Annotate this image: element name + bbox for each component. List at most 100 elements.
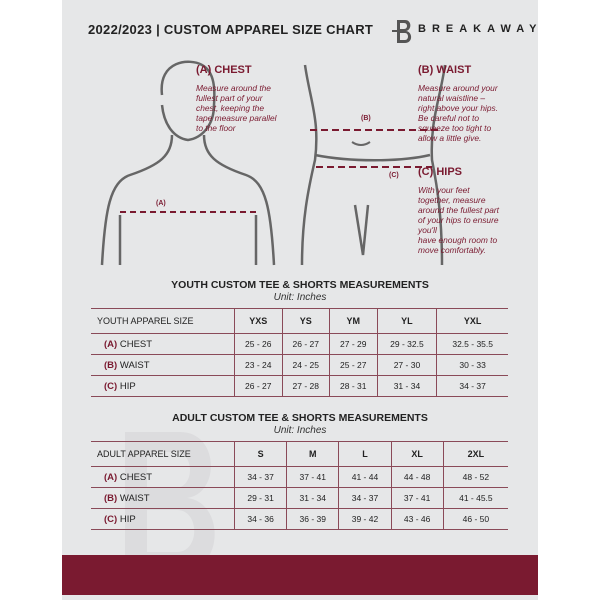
waist-marker: (B) <box>361 115 371 122</box>
table-cell: 34 - 37 <box>338 487 392 509</box>
row-letter: (B) <box>104 492 118 504</box>
table-row: (B) WAIST 23 - 24 24 - 25 25 - 27 27 - 30 30 … <box>91 354 508 376</box>
text-line: tape measure parallel <box>196 113 277 123</box>
adult-section-title: ADULT CUSTOM TEE & SHORTS MEASUREMENTS <box>172 412 428 424</box>
column-header: YOUTH APPAREL SIZE <box>91 308 235 334</box>
column-header: YXS <box>234 308 283 334</box>
row-letter: (C) <box>104 380 118 392</box>
page-title: 2022/2023 | CUSTOM APPAREL SIZE CHART <box>88 22 374 37</box>
row-label: (B) WAIST <box>91 487 235 509</box>
table-cell: 31 - 34 <box>286 487 339 509</box>
table-cell: 36 - 39 <box>286 508 339 530</box>
column-header: YXL <box>436 308 508 334</box>
table-cell: 37 - 41 <box>390 487 444 509</box>
text-line: Measure around your <box>418 83 498 93</box>
column-header: L <box>338 441 392 467</box>
text-line: Measure around the <box>196 83 271 93</box>
table-cell: 31 - 34 <box>376 375 437 397</box>
table-cell: 29 - 31 <box>233 487 287 509</box>
column-header: YS <box>281 308 330 334</box>
column-header: YL <box>376 308 437 334</box>
adult-size-table: ADULT APPAREL SIZE S M L XL 2XL (A) CHEST 34 - … <box>91 441 508 530</box>
chest-description: Measure around the fullest part of your ch… <box>196 83 277 133</box>
row-letter: (B) <box>104 359 118 371</box>
row-label: (A) CHEST <box>91 466 235 488</box>
text-line: With your feet <box>418 185 470 195</box>
table-cell: 23 - 24 <box>234 354 283 376</box>
row-name: WAIST <box>119 359 150 371</box>
text-line: of your hips to ensure <box>418 215 499 225</box>
table-cell: 25 - 27 <box>329 354 378 376</box>
table-cell: 24 - 25 <box>281 354 330 376</box>
table-cell: 44 - 48 <box>390 466 444 488</box>
brand-name: BREAKAWAY <box>418 23 543 35</box>
text-line: move comfortably. <box>418 245 486 255</box>
row-name: HIP <box>119 380 136 392</box>
row-letter: (A) <box>104 471 118 483</box>
table-cell: 34 - 37 <box>233 466 287 488</box>
row-letter: (A) <box>104 338 118 350</box>
waist-heading: (B) WAIST <box>418 64 472 76</box>
youth-unit: Unit: Inches <box>273 292 327 303</box>
text-line: natural waistline – <box>418 93 486 103</box>
row-name: CHEST <box>119 471 153 483</box>
row-name: CHEST <box>119 338 153 350</box>
row-label: (B) WAIST <box>91 354 235 376</box>
column-header: M <box>286 441 339 467</box>
table-cell: 34 - 36 <box>233 508 287 530</box>
column-header: ADULT APPAREL SIZE <box>91 441 235 467</box>
table-cell: 28 - 31 <box>329 375 378 397</box>
column-header: XL <box>390 441 444 467</box>
table-header-row: ADULT APPAREL SIZE S M L XL 2XL <box>91 441 508 467</box>
table-cell: 48 - 52 <box>442 466 508 488</box>
text-line: squeeze too tight to <box>418 123 492 133</box>
row-label: (C) HIP <box>91 375 235 397</box>
row-name: HIP <box>119 513 136 525</box>
chest-marker: (A) <box>156 200 166 207</box>
text-line: together, measure <box>418 195 486 205</box>
column-header: S <box>233 441 287 467</box>
row-label: (A) CHEST <box>91 333 235 355</box>
text-line: you'll <box>418 225 437 235</box>
table-cell: 39 - 42 <box>338 508 392 530</box>
row-label: (C) HIP <box>91 508 235 530</box>
column-header: YM <box>329 308 378 334</box>
table-cell: 27 - 29 <box>329 333 378 355</box>
table-cell: 46 - 50 <box>442 508 508 530</box>
chest-heading: (A) CHEST <box>196 64 252 76</box>
table-cell: 25 - 26 <box>234 333 283 355</box>
measurement-figures <box>100 60 447 266</box>
column-header: 2XL <box>442 441 508 467</box>
text-line: to the floor <box>196 123 236 133</box>
youth-size-table: YOUTH APPAREL SIZE YXS YS YM YL YXL (A) CHEST 2… <box>91 308 508 397</box>
table-cell: 41 - 45.5 <box>442 487 508 509</box>
text-line: right above your hips. <box>418 103 499 113</box>
table-row: (A) CHEST 34 - 37 37 - 41 41 - 44 44 - 48 48 … <box>91 466 508 488</box>
adult-unit: Unit: Inches <box>273 425 327 436</box>
table-row: (C) HIP 34 - 36 36 - 39 39 - 42 43 - 46 46 - … <box>91 508 508 530</box>
table-row: (C) HIP 26 - 27 27 - 28 28 - 31 31 - 34 34 - … <box>91 375 508 397</box>
text-line: Be careful not to <box>418 113 479 123</box>
hips-description: With your feet together, measure around th… <box>418 185 499 255</box>
row-name: WAIST <box>119 492 150 504</box>
text-line: fullest part of your <box>196 93 263 103</box>
text-line: have enough room to <box>418 235 498 245</box>
table-cell: 43 - 46 <box>390 508 444 530</box>
table-header-row: YOUTH APPAREL SIZE YXS YS YM YL YXL <box>91 308 508 334</box>
table-cell: 26 - 27 <box>234 375 283 397</box>
text-line: chest, keeping the <box>196 103 264 113</box>
breakaway-logo-icon <box>392 20 412 43</box>
text-line: allow a little give. <box>418 133 482 143</box>
table-cell: 26 - 27 <box>281 333 330 355</box>
row-letter: (C) <box>104 513 118 525</box>
table-cell: 27 - 28 <box>281 375 330 397</box>
table-row: (A) CHEST 25 - 26 26 - 27 27 - 29 29 - 32.5 3… <box>91 333 508 355</box>
footer-bar <box>62 555 538 595</box>
table-cell: 27 - 30 <box>376 354 437 376</box>
table-cell: 37 - 41 <box>286 466 339 488</box>
hips-heading: (C) HIPS <box>418 166 462 178</box>
text-line: around the fullest part <box>418 205 500 215</box>
table-row: (B) WAIST 29 - 31 31 - 34 34 - 37 37 - 41 41 … <box>91 487 508 509</box>
lower-body-figure <box>300 64 447 266</box>
waist-description: Measure around your natural waistline – ri… <box>418 83 498 143</box>
